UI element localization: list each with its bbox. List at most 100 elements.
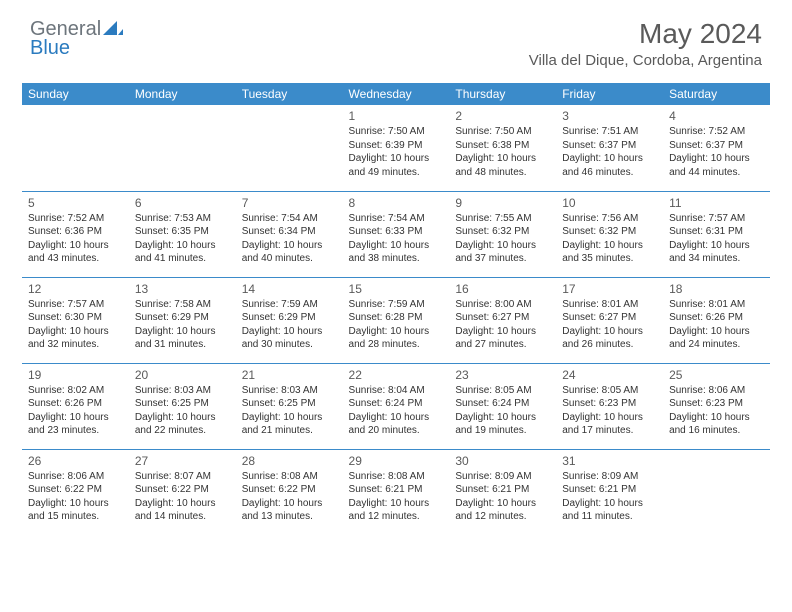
- day-cell: 12Sunrise: 7:57 AMSunset: 6:30 PMDayligh…: [22, 277, 129, 363]
- day-info: Sunrise: 7:50 AMSunset: 6:39 PMDaylight:…: [349, 125, 444, 179]
- day-info: Sunrise: 8:00 AMSunset: 6:27 PMDaylight:…: [455, 298, 550, 352]
- sunrise-line: Sunrise: 8:01 AM: [669, 298, 764, 312]
- day-number: 14: [242, 282, 337, 296]
- day-number: 4: [669, 109, 764, 123]
- day-number: 20: [135, 368, 230, 382]
- day-cell: 8 Sunrise: 7:54 AMSunset: 6:33 PMDaylight…: [343, 191, 450, 277]
- day-info: Sunrise: 8:05 AMSunset: 6:24 PMDaylight:…: [455, 384, 550, 438]
- sunrise-line: Sunrise: 7:55 AM: [455, 212, 550, 226]
- daylight-line: Daylight: 10 hours and 17 minutes.: [562, 411, 657, 438]
- day-number: 29: [349, 454, 444, 468]
- day-number: 28: [242, 454, 337, 468]
- daylight-line: Daylight: 10 hours and 48 minutes.: [455, 152, 550, 179]
- sunrise-line: Sunrise: 7:59 AM: [242, 298, 337, 312]
- daylight-line: Daylight: 10 hours and 34 minutes.: [669, 239, 764, 266]
- sunrise-line: Sunrise: 8:03 AM: [135, 384, 230, 398]
- sunrise-line: Sunrise: 7:57 AM: [28, 298, 123, 312]
- day-cell: [236, 105, 343, 191]
- sunrise-line: Sunrise: 7:57 AM: [669, 212, 764, 226]
- sunset-line: Sunset: 6:30 PM: [28, 311, 123, 325]
- daylight-line: Daylight: 10 hours and 44 minutes.: [669, 152, 764, 179]
- day-number: 25: [669, 368, 764, 382]
- sunset-line: Sunset: 6:32 PM: [562, 225, 657, 239]
- day-number: 7: [242, 196, 337, 210]
- sunset-line: Sunset: 6:26 PM: [669, 311, 764, 325]
- daylight-line: Daylight: 10 hours and 15 minutes.: [28, 497, 123, 524]
- sunrise-line: Sunrise: 7:50 AM: [455, 125, 550, 139]
- week-row: 5Sunrise: 7:52 AMSunset: 6:36 PMDaylight…: [22, 191, 770, 277]
- sunset-line: Sunset: 6:32 PM: [455, 225, 550, 239]
- day-cell: 26Sunrise: 8:06 AMSunset: 6:22 PMDayligh…: [22, 449, 129, 535]
- day-info: Sunrise: 7:56 AMSunset: 6:32 PMDaylight:…: [562, 212, 657, 266]
- sunrise-line: Sunrise: 7:56 AM: [562, 212, 657, 226]
- day-info: Sunrise: 8:03 AMSunset: 6:25 PMDaylight:…: [135, 384, 230, 438]
- day-cell: 6Sunrise: 7:53 AMSunset: 6:35 PMDaylight…: [129, 191, 236, 277]
- day-cell: 31Sunrise: 8:09 AMSunset: 6:21 PMDayligh…: [556, 449, 663, 535]
- daylight-line: Daylight: 10 hours and 46 minutes.: [562, 152, 657, 179]
- day-info: Sunrise: 7:59 AMSunset: 6:29 PMDaylight:…: [242, 298, 337, 352]
- day-cell: 11Sunrise: 7:57 AMSunset: 6:31 PMDayligh…: [663, 191, 770, 277]
- title-block: May 2024 Villa del Dique, Cordoba, Argen…: [529, 18, 762, 69]
- day-info: Sunrise: 8:09 AMSunset: 6:21 PMDaylight:…: [455, 470, 550, 524]
- day-cell: 13Sunrise: 7:58 AMSunset: 6:29 PMDayligh…: [129, 277, 236, 363]
- day-info: Sunrise: 7:57 AMSunset: 6:31 PMDaylight:…: [669, 212, 764, 266]
- day-info: Sunrise: 7:50 AMSunset: 6:38 PMDaylight:…: [455, 125, 550, 179]
- sunrise-line: Sunrise: 8:06 AM: [28, 470, 123, 484]
- sunset-line: Sunset: 6:39 PM: [349, 139, 444, 153]
- day-number: 15: [349, 282, 444, 296]
- dow-row: Sunday Monday Tuesday Wednesday Thursday…: [22, 83, 770, 105]
- sunrise-line: Sunrise: 8:00 AM: [455, 298, 550, 312]
- sunrise-line: Sunrise: 8:08 AM: [242, 470, 337, 484]
- dow-thursday: Thursday: [449, 83, 556, 105]
- location: Villa del Dique, Cordoba, Argentina: [529, 52, 762, 69]
- day-number: 22: [349, 368, 444, 382]
- day-info: Sunrise: 7:59 AMSunset: 6:28 PMDaylight:…: [349, 298, 444, 352]
- day-number: 9: [455, 196, 550, 210]
- dow-sunday: Sunday: [22, 83, 129, 105]
- sunrise-line: Sunrise: 8:05 AM: [562, 384, 657, 398]
- week-row: 12Sunrise: 7:57 AMSunset: 6:30 PMDayligh…: [22, 277, 770, 363]
- day-cell: 2Sunrise: 7:50 AMSunset: 6:38 PMDaylight…: [449, 105, 556, 191]
- day-number: 8: [349, 196, 444, 210]
- day-info: Sunrise: 8:06 AMSunset: 6:23 PMDaylight:…: [669, 384, 764, 438]
- daylight-line: Daylight: 10 hours and 31 minutes.: [135, 325, 230, 352]
- day-cell: 9Sunrise: 7:55 AMSunset: 6:32 PMDaylight…: [449, 191, 556, 277]
- day-number: 18: [669, 282, 764, 296]
- sunrise-line: Sunrise: 8:09 AM: [455, 470, 550, 484]
- day-cell: [129, 105, 236, 191]
- day-cell: 15 Sunrise: 7:59 AMSunset: 6:28 PMDayligh…: [343, 277, 450, 363]
- daylight-line: Daylight: 10 hours and 16 minutes.: [669, 411, 764, 438]
- sunset-line: Sunset: 6:22 PM: [242, 483, 337, 497]
- sunrise-line: Sunrise: 8:08 AM: [349, 470, 444, 484]
- day-cell: [22, 105, 129, 191]
- week-row: 1Sunrise: 7:50 AMSunset: 6:39 PMDaylight…: [22, 105, 770, 191]
- day-number: 27: [135, 454, 230, 468]
- day-info: Sunrise: 8:09 AMSunset: 6:21 PMDaylight:…: [562, 470, 657, 524]
- sunrise-line: Sunrise: 7:51 AM: [562, 125, 657, 139]
- day-number: 30: [455, 454, 550, 468]
- day-number: 10: [562, 196, 657, 210]
- daylight-line: Daylight: 10 hours and 35 minutes.: [562, 239, 657, 266]
- day-cell: 29Sunrise: 8:08 AMSunset: 6:21 PMDayligh…: [343, 449, 450, 535]
- day-number: 3: [562, 109, 657, 123]
- sunset-line: Sunset: 6:35 PM: [135, 225, 230, 239]
- sunset-line: Sunset: 6:33 PM: [349, 225, 444, 239]
- day-cell: 20 Sunrise: 8:03 AMSunset: 6:25 PMDayligh…: [129, 363, 236, 449]
- daylight-line: Daylight: 10 hours and 41 minutes.: [135, 239, 230, 266]
- daylight-line: Daylight: 10 hours and 28 minutes.: [349, 325, 444, 352]
- daylight-line: Daylight: 10 hours and 13 minutes.: [242, 497, 337, 524]
- sunrise-line: Sunrise: 8:09 AM: [562, 470, 657, 484]
- day-info: Sunrise: 8:05 AMSunset: 6:23 PMDaylight:…: [562, 384, 657, 438]
- sunset-line: Sunset: 6:26 PM: [28, 397, 123, 411]
- sunrise-line: Sunrise: 7:58 AM: [135, 298, 230, 312]
- day-info: Sunrise: 7:54 AMSunset: 6:33 PMDaylight:…: [349, 212, 444, 266]
- daylight-line: Daylight: 10 hours and 23 minutes.: [28, 411, 123, 438]
- dow-friday: Friday: [556, 83, 663, 105]
- sunrise-line: Sunrise: 7:52 AM: [28, 212, 123, 226]
- daylight-line: Daylight: 10 hours and 32 minutes.: [28, 325, 123, 352]
- sunrise-line: Sunrise: 8:01 AM: [562, 298, 657, 312]
- week-row: 26Sunrise: 8:06 AMSunset: 6:22 PMDayligh…: [22, 449, 770, 535]
- calendar-grid: Sunday Monday Tuesday Wednesday Thursday…: [22, 83, 770, 535]
- day-number: 26: [28, 454, 123, 468]
- logo: General Blue: [30, 18, 123, 60]
